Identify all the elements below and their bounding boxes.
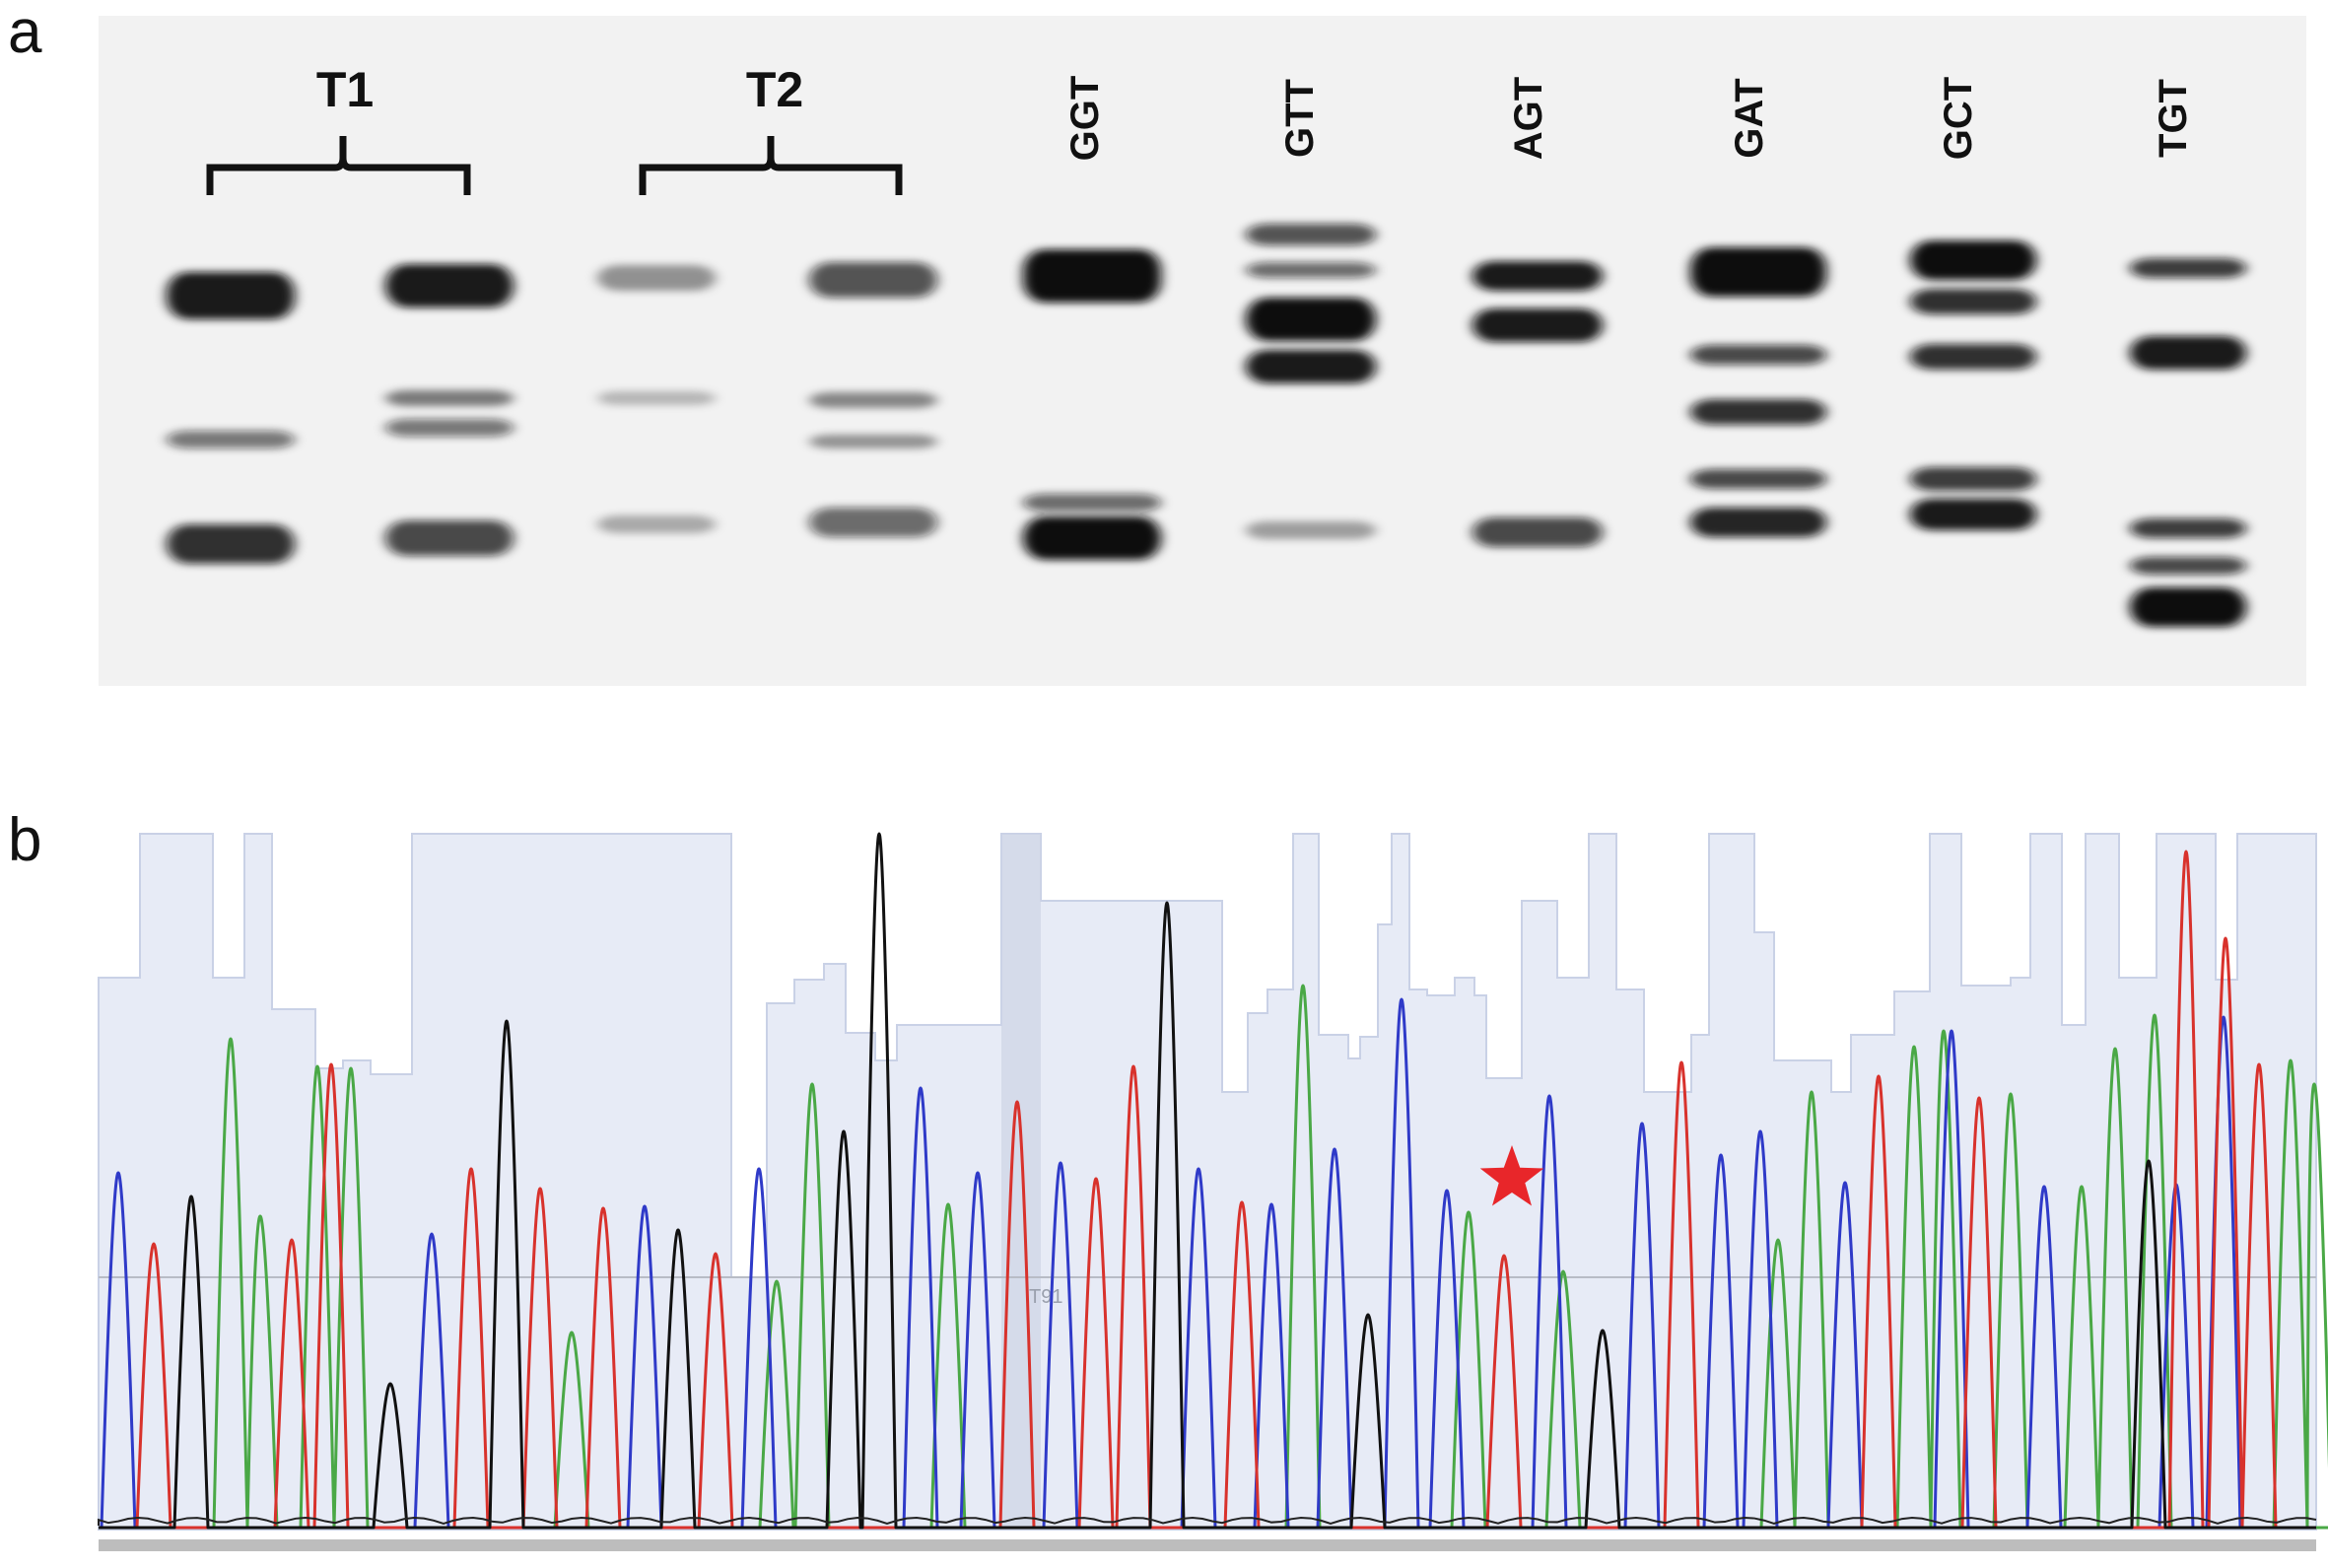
bracket-t1: [206, 136, 471, 195]
lane-label-tgt: TGT: [2152, 79, 2195, 158]
gel-band: [2130, 518, 2246, 538]
gel-band: [1690, 345, 1826, 365]
gel-band: [385, 520, 514, 556]
gel-band: [167, 524, 295, 564]
group-label-t1: T1: [316, 62, 374, 117]
panel-a-letter: a: [8, 0, 42, 66]
lane-label-gtt: GTT: [1278, 79, 1322, 158]
gel-band: [385, 419, 514, 437]
gel-band: [597, 515, 716, 533]
lane-label-gat: GAT: [1728, 78, 1771, 158]
gel-band: [1246, 521, 1376, 539]
gel-band: [385, 390, 514, 406]
gel-band: [1023, 249, 1161, 303]
trace-c: [99, 997, 2316, 1530]
gel-band: [597, 265, 716, 291]
gel-band: [1690, 399, 1826, 425]
gel-band: [1246, 262, 1376, 278]
gel-band: [2130, 336, 2246, 370]
gel-band: [1690, 469, 1826, 489]
baseline-bar: [99, 1539, 2316, 1551]
bracket-t2: [639, 136, 903, 195]
panel-b-letter: b: [8, 806, 42, 874]
gel-band: [1910, 499, 2036, 530]
gel-band: [809, 392, 937, 408]
gel-image: [99, 16, 2306, 686]
lane-label-agt: AGT: [1507, 77, 1550, 160]
gel-band: [167, 431, 295, 448]
gel-band: [1910, 289, 2036, 314]
gel-band: [1472, 308, 1603, 342]
gel-band: [167, 272, 295, 319]
gel-band: [1690, 508, 1826, 537]
gel-band: [809, 435, 937, 448]
gel-band: [2130, 587, 2246, 627]
lane-label-gct: GCT: [1937, 77, 1980, 160]
cursor-column: [1001, 834, 1041, 1530]
gel-band: [1246, 224, 1376, 245]
star-marker: [1479, 1145, 1544, 1206]
gel-band: [597, 391, 716, 405]
gel-band: [809, 262, 937, 298]
gel-band: [2130, 557, 2246, 575]
gel-band: [2130, 258, 2246, 278]
gel-band: [1690, 247, 1826, 297]
chromatogram: T91: [98, 832, 2328, 1551]
trace-a: [99, 984, 2328, 1530]
gel-band: [1910, 240, 2036, 280]
trace-t: [99, 850, 2316, 1530]
group-label-t2: T2: [746, 62, 803, 117]
gel-band: [1246, 298, 1376, 341]
gel-band: [1023, 494, 1161, 511]
position-label: T91: [1029, 1286, 1062, 1308]
gel-band: [1472, 517, 1603, 547]
gel-band: [385, 264, 514, 307]
baseline-noise: [98, 1516, 2317, 1526]
gel-band: [1246, 350, 1376, 383]
lane-label-ggt: GGT: [1063, 76, 1107, 162]
gel-band: [1023, 516, 1161, 560]
gel-band: [1910, 467, 2036, 491]
gel-band: [1472, 261, 1603, 291]
trace-g: [99, 832, 2316, 1530]
gel-band: [809, 508, 937, 537]
gel-band: [1910, 344, 2036, 370]
